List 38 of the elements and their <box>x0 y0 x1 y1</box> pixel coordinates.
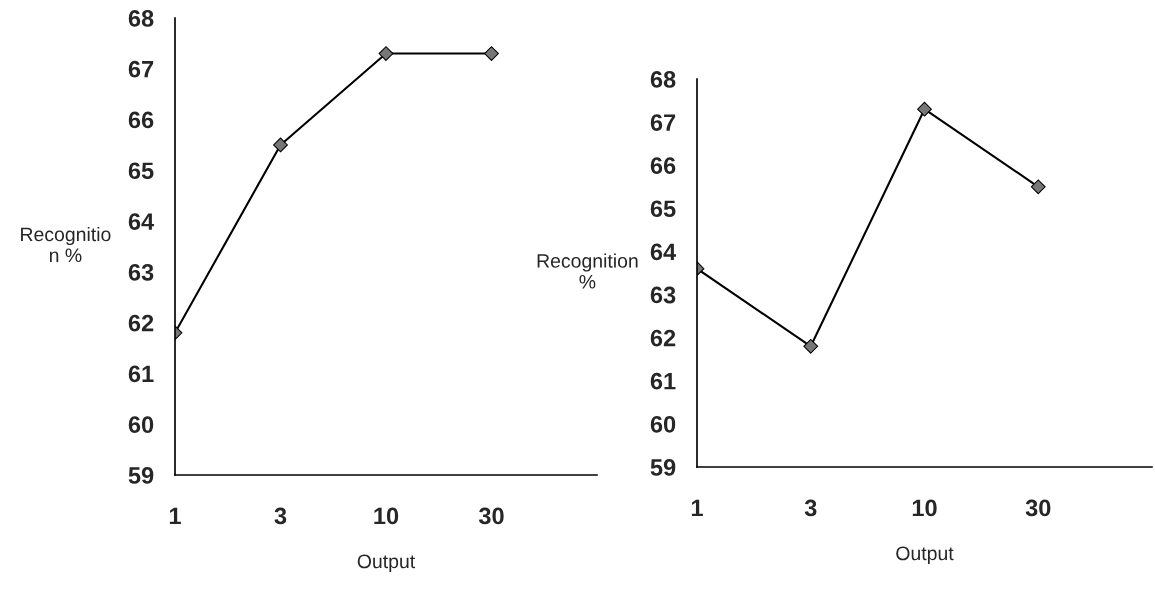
y-tick-label: 65 <box>128 162 154 180</box>
point <box>1030 179 1046 195</box>
y-tick-label: 63 <box>128 263 154 281</box>
y-tick-label: 66 <box>650 157 676 175</box>
y-axis-title: Recognitio n % <box>21 226 111 263</box>
point <box>917 101 932 117</box>
y-tick-label: 64 <box>650 243 677 261</box>
x-tick-label: 3 <box>274 507 287 525</box>
point <box>803 338 819 354</box>
y-tick-label: 61 <box>650 372 676 390</box>
x-tick-label: 1 <box>691 499 703 517</box>
x-tick-label: 3 <box>804 499 817 517</box>
y-tick-label: 59 <box>650 459 676 476</box>
y-tick-label: 66 <box>128 111 154 129</box>
x-tick-label: 30 <box>478 507 504 525</box>
y-tick-label: 67 <box>650 114 676 131</box>
x-tick-label: 30 <box>1025 499 1051 517</box>
point <box>378 46 394 61</box>
point <box>484 46 499 61</box>
y-tick-label: 61 <box>128 365 154 383</box>
x-tick-label: 10 <box>912 499 937 517</box>
y-tick-label: 62 <box>128 314 154 332</box>
x-axis-title: Output <box>896 546 954 565</box>
y-tick-label: 60 <box>650 415 676 433</box>
y-tick-label: 63 <box>650 286 676 304</box>
y-tick-label: 67 <box>128 60 154 78</box>
y-tick-label: 60 <box>128 416 154 434</box>
point <box>273 137 288 153</box>
y-tick-label: 59 <box>128 467 154 484</box>
y-axis-title: Recognition % <box>537 253 638 289</box>
y-tick-label: 62 <box>650 329 676 347</box>
y-tick-label: 64 <box>128 213 155 230</box>
x-axis-title: Output <box>357 554 416 573</box>
x-tick-label: 10 <box>374 507 399 525</box>
y-tick-label: 65 <box>650 200 676 218</box>
x-tick-label: 1 <box>169 507 181 525</box>
y-tick-label: 68 <box>650 71 676 88</box>
y-tick-label: 68 <box>128 10 154 27</box>
